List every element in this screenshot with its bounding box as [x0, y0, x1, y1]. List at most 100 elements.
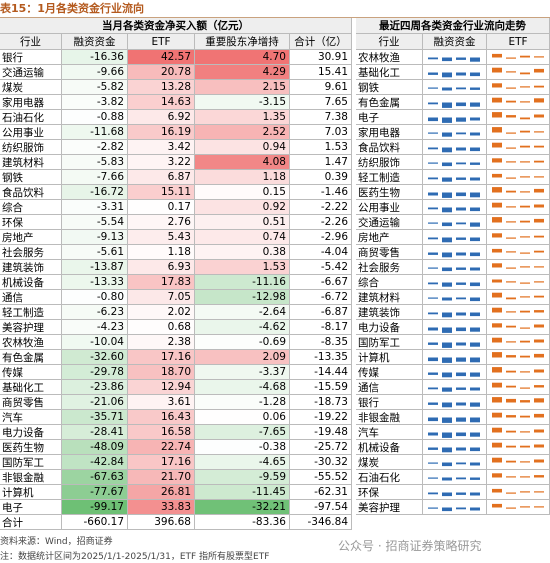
industry-cell: 农林牧渔 [0, 335, 62, 350]
value-cell: 17.83 [128, 275, 195, 290]
value-cell: -83.36 [195, 515, 290, 530]
value-cell: 20.78 [128, 65, 195, 80]
value-cell: 16.58 [128, 425, 195, 440]
industry-cell: 房地产 [0, 230, 62, 245]
trend-bar [520, 176, 530, 178]
value-cell: -6.23 [62, 305, 128, 320]
trend-bar [428, 312, 438, 315]
value-cell: -9.59 [195, 470, 290, 485]
trend-bar [470, 252, 480, 257]
trend-bar [470, 297, 480, 302]
trend-bar [506, 311, 516, 313]
trend-bar [470, 387, 480, 391]
value-cell: -19.48 [290, 425, 352, 440]
value-cell: 30.91 [290, 50, 352, 65]
trend-bar [456, 432, 466, 437]
trend-bar [520, 431, 530, 433]
value-cell: -3.82 [62, 95, 128, 110]
trend-cell [423, 335, 487, 350]
value-cell: -55.52 [290, 470, 352, 485]
value-cell: 0.06 [195, 410, 290, 425]
trend-cell [423, 140, 487, 155]
trend-bar [428, 132, 438, 134]
trend-bar [442, 312, 452, 318]
trend-bar [428, 72, 438, 75]
trend-bar [456, 222, 466, 225]
trend-bar [506, 57, 516, 59]
watermark: 公众号 · 招商证券策略研究 [338, 539, 482, 553]
trend-bar [506, 161, 516, 163]
trend-bar [470, 207, 480, 212]
trend-bar [534, 235, 544, 238]
industry-cell: 环保 [356, 485, 423, 500]
trend-bar [470, 147, 480, 152]
industry-cell: 公用事业 [0, 125, 62, 140]
value-cell: 2.76 [128, 215, 195, 230]
trend-bar [428, 267, 438, 269]
trend-bar [428, 297, 438, 299]
trend-bar [506, 190, 516, 193]
trend-bar [456, 477, 466, 480]
trend-bar [534, 413, 544, 418]
trend-cell [423, 200, 487, 215]
value-cell: 17.16 [128, 455, 195, 470]
trend-bar [534, 250, 544, 253]
value-cell: -0.38 [195, 440, 290, 455]
trend-bar [470, 327, 480, 332]
value-cell: 0.94 [195, 140, 290, 155]
trend-bar [520, 296, 530, 298]
trend-cell [423, 470, 487, 485]
value-cell: -16.72 [62, 185, 128, 200]
trend-bar [520, 400, 530, 403]
value-cell: 22.74 [128, 440, 195, 455]
industry-cell: 社会服务 [0, 245, 62, 260]
trend-bar [470, 267, 480, 271]
trend-cell [423, 185, 487, 200]
trend-bar [442, 117, 452, 123]
value-cell: -13.35 [290, 350, 352, 365]
value-cell: -11.45 [195, 485, 290, 500]
value-cell: 0.38 [195, 245, 290, 260]
value-cell: 12.94 [128, 380, 195, 395]
industry-cell: 钢铁 [356, 80, 423, 95]
industry-cell: 计算机 [0, 485, 62, 500]
trend-bar [534, 475, 544, 478]
trend-bar [506, 415, 516, 418]
value-cell: 0.17 [128, 200, 195, 215]
trend-bar [442, 72, 452, 78]
value-cell: -660.17 [62, 515, 128, 530]
trend-bar [520, 476, 530, 478]
trend-bar [492, 323, 502, 328]
trend-bar [456, 252, 466, 256]
value-cell: -4.23 [62, 320, 128, 335]
value-cell: -6.87 [290, 305, 352, 320]
trend-bar [428, 417, 438, 422]
trend-bar [428, 207, 438, 210]
trend-bar [442, 132, 452, 137]
trend-bar [506, 206, 516, 208]
column-header: 重要股东净增持 [195, 34, 290, 50]
trend-bar [492, 233, 502, 238]
value-cell: 396.68 [128, 515, 195, 530]
trend-bar [456, 207, 466, 211]
value-cell: -2.22 [290, 200, 352, 215]
trend-bar [534, 444, 544, 448]
industry-cell: 银行 [0, 50, 62, 65]
value-cell: 3.61 [128, 395, 195, 410]
trend-bar [470, 222, 480, 227]
industry-cell: 石油石化 [356, 470, 423, 485]
trend-bar [456, 507, 466, 510]
trend-bar [442, 237, 452, 243]
trend-bar [470, 432, 480, 437]
trend-bar [506, 355, 516, 358]
trend-bar [456, 312, 466, 316]
industry-cell: 建筑材料 [356, 290, 423, 305]
trend-bar [442, 162, 452, 167]
trend-bar [428, 372, 438, 375]
industry-cell: 农林牧渔 [356, 50, 423, 65]
trend-bar [456, 72, 466, 76]
value-cell: 0.39 [290, 170, 352, 185]
trend-bar [456, 237, 466, 240]
industry-cell: 汽车 [356, 425, 423, 440]
value-cell: -8.17 [290, 320, 352, 335]
